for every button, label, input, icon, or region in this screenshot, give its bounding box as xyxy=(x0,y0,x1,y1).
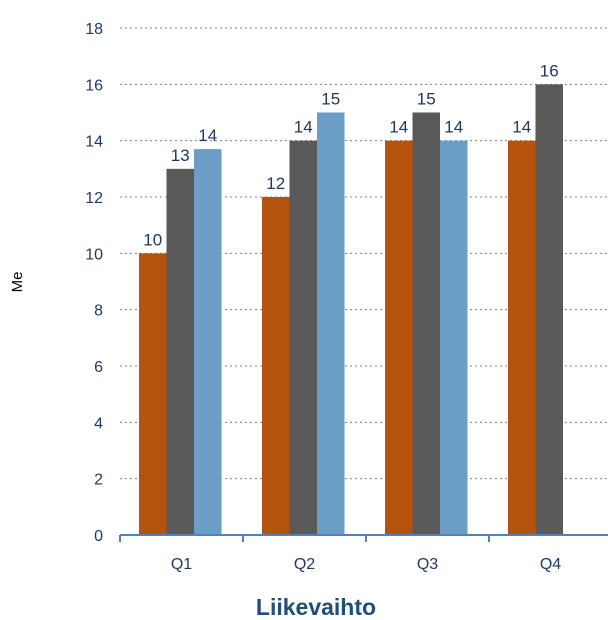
x-tick-label: Q3 xyxy=(417,556,438,573)
bar xyxy=(289,140,317,535)
data-label: 15 xyxy=(417,90,436,109)
y-tick-label: 0 xyxy=(94,528,103,545)
data-label: 13 xyxy=(171,146,190,165)
y-tick-label: 2 xyxy=(94,472,103,489)
bars xyxy=(139,84,563,536)
bar xyxy=(262,197,290,535)
data-label: 14 xyxy=(294,118,313,137)
y-tick-label: 14 xyxy=(85,134,103,151)
y-tick-label: 4 xyxy=(94,415,103,432)
chart-title: Liikevaihto xyxy=(256,594,376,620)
bar xyxy=(139,253,167,536)
x-axis: Q1 Q2 Q3 Q4 xyxy=(119,534,608,573)
data-label: 14 xyxy=(389,118,408,137)
bar xyxy=(508,140,536,535)
x-tick-label: Q2 xyxy=(294,556,315,573)
data-label: 12 xyxy=(266,174,285,193)
y-tick-label: 18 xyxy=(85,21,103,38)
data-label: 14 xyxy=(512,118,531,137)
data-label: 14 xyxy=(444,118,463,137)
bar xyxy=(317,112,345,535)
data-label: 16 xyxy=(540,61,559,80)
bar xyxy=(385,140,413,535)
y-axis-ticks: 0 2 4 6 8 10 12 14 16 18 xyxy=(85,21,103,545)
bar xyxy=(166,168,194,536)
data-label: 14 xyxy=(198,126,217,145)
y-axis-label: Me xyxy=(9,272,26,293)
y-tick-label: 16 xyxy=(85,77,103,94)
bar xyxy=(440,140,468,535)
data-label: 15 xyxy=(321,90,340,109)
bar xyxy=(535,84,563,535)
bar xyxy=(412,112,440,535)
y-tick-label: 12 xyxy=(85,190,103,207)
y-tick-label: 10 xyxy=(85,246,103,263)
data-label: 10 xyxy=(143,230,162,249)
y-tick-label: 6 xyxy=(94,359,103,376)
x-tick-label: Q1 xyxy=(171,556,192,573)
data-labels: 10 13 14 12 14 15 14 15 14 14 16 xyxy=(143,61,558,249)
x-tick-label: Q4 xyxy=(540,556,561,573)
bar xyxy=(194,149,222,535)
y-tick-label: 8 xyxy=(94,303,103,320)
